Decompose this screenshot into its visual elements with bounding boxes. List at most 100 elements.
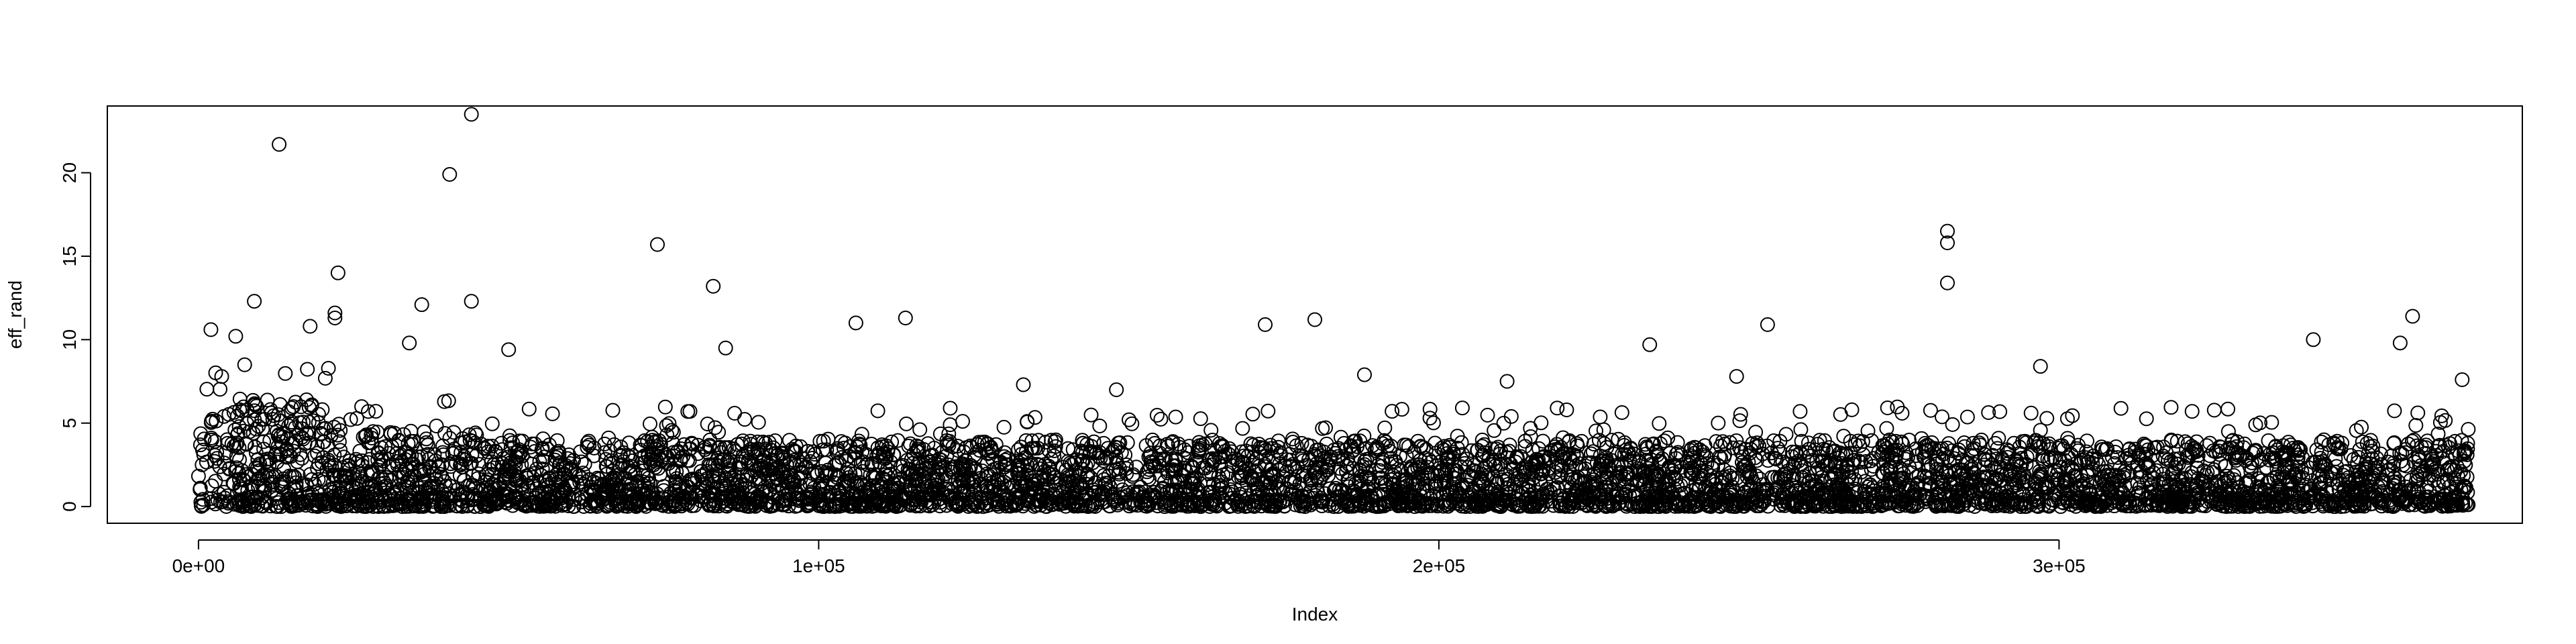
data-point: [2213, 439, 2229, 455]
data-point: [427, 447, 442, 462]
data-point: [1091, 449, 1106, 464]
data-point: [292, 447, 308, 462]
data-point: [890, 433, 906, 448]
data-point: [359, 427, 374, 443]
data-point: [1475, 447, 1491, 463]
data-point: [1299, 458, 1314, 473]
data-point: [580, 435, 595, 451]
data-point: [782, 433, 797, 448]
data-point: [1495, 472, 1510, 488]
data-point: [620, 447, 635, 463]
data-point: [299, 426, 314, 441]
data-point: [2119, 451, 2134, 466]
data-point: [212, 459, 227, 474]
data-point: [270, 407, 286, 423]
data-point: [403, 423, 419, 439]
data-point: [254, 412, 270, 427]
data-point: [1784, 449, 1800, 464]
data-point: [1383, 451, 1399, 466]
data-point: [473, 482, 488, 498]
data-point: [246, 392, 261, 408]
data-point: [755, 434, 771, 449]
data-point: [965, 498, 980, 513]
data-point: [1344, 444, 1360, 459]
data-point: [248, 439, 262, 455]
data-point: [1474, 439, 1490, 454]
data-point: [1172, 439, 1187, 455]
data-point: [1597, 498, 1612, 513]
data-point: [1613, 464, 1628, 480]
data-point: [338, 468, 354, 484]
data-point: [2337, 482, 2352, 497]
data-point: [807, 447, 822, 462]
data-point: [1112, 466, 1127, 482]
data-point: [1566, 447, 1581, 462]
data-point: [945, 496, 960, 512]
data-point: [1777, 498, 1792, 513]
data-point: [541, 470, 557, 486]
data-point: [1452, 459, 1468, 474]
data-point: [577, 456, 592, 472]
data-point: [294, 429, 309, 445]
data-point: [1269, 443, 1285, 458]
data-point: [1143, 459, 1158, 474]
data-point: [985, 451, 1000, 467]
data-point: [1101, 468, 1116, 484]
data-point: [1022, 481, 1038, 496]
data-point: [1974, 432, 1989, 447]
data-point: [934, 453, 949, 468]
data-point: [294, 421, 309, 436]
data-point: [462, 427, 477, 443]
data-point: [2299, 466, 2314, 482]
data-point: [1847, 437, 1863, 452]
data-point: [426, 466, 441, 481]
data-point: [231, 419, 247, 434]
data-point: [734, 481, 749, 496]
data-point: [213, 382, 227, 397]
data-point: [435, 447, 451, 462]
data-point: [641, 470, 656, 486]
data-point: [625, 453, 640, 468]
data-point: [743, 441, 759, 457]
data-point: [1516, 468, 1532, 484]
data-point: [452, 468, 468, 483]
data-point: [252, 456, 268, 472]
data-point: [1434, 464, 1449, 480]
data-point: [419, 435, 434, 450]
data-point: [1189, 482, 1204, 498]
data-point: [1466, 482, 1481, 497]
data-point: [1788, 494, 1803, 510]
data-point: [734, 477, 749, 492]
data-point: [1909, 448, 1924, 464]
data-point: [1847, 453, 1862, 468]
data-point: [1927, 441, 1942, 456]
data-point: [1811, 460, 1826, 476]
data-point: [2314, 434, 2329, 449]
data-point: [1014, 453, 1029, 469]
data-point: [2460, 441, 2475, 456]
data-point: [321, 452, 336, 468]
data-point: [1967, 499, 1982, 514]
data-point: [244, 467, 260, 482]
data-point: [1120, 435, 1135, 450]
data-point: [331, 434, 347, 449]
data-point: [314, 455, 329, 470]
data-point: [1866, 459, 1881, 474]
data-point: [1694, 463, 1709, 478]
data-point: [343, 412, 358, 427]
data-point: [216, 409, 231, 424]
data-point: [1108, 449, 1124, 465]
data-point: [1604, 453, 1619, 468]
data-point: [255, 421, 270, 437]
data-point: [368, 482, 384, 498]
data-point: [1477, 437, 1492, 452]
data-point: [1821, 458, 1836, 474]
data-point: [1375, 451, 1391, 467]
data-point: [753, 458, 769, 474]
data-point: [2439, 462, 2455, 478]
data-point: [2100, 441, 2114, 456]
data-point: [262, 451, 278, 467]
data-point: [1161, 439, 1175, 454]
data-point: [364, 435, 379, 451]
